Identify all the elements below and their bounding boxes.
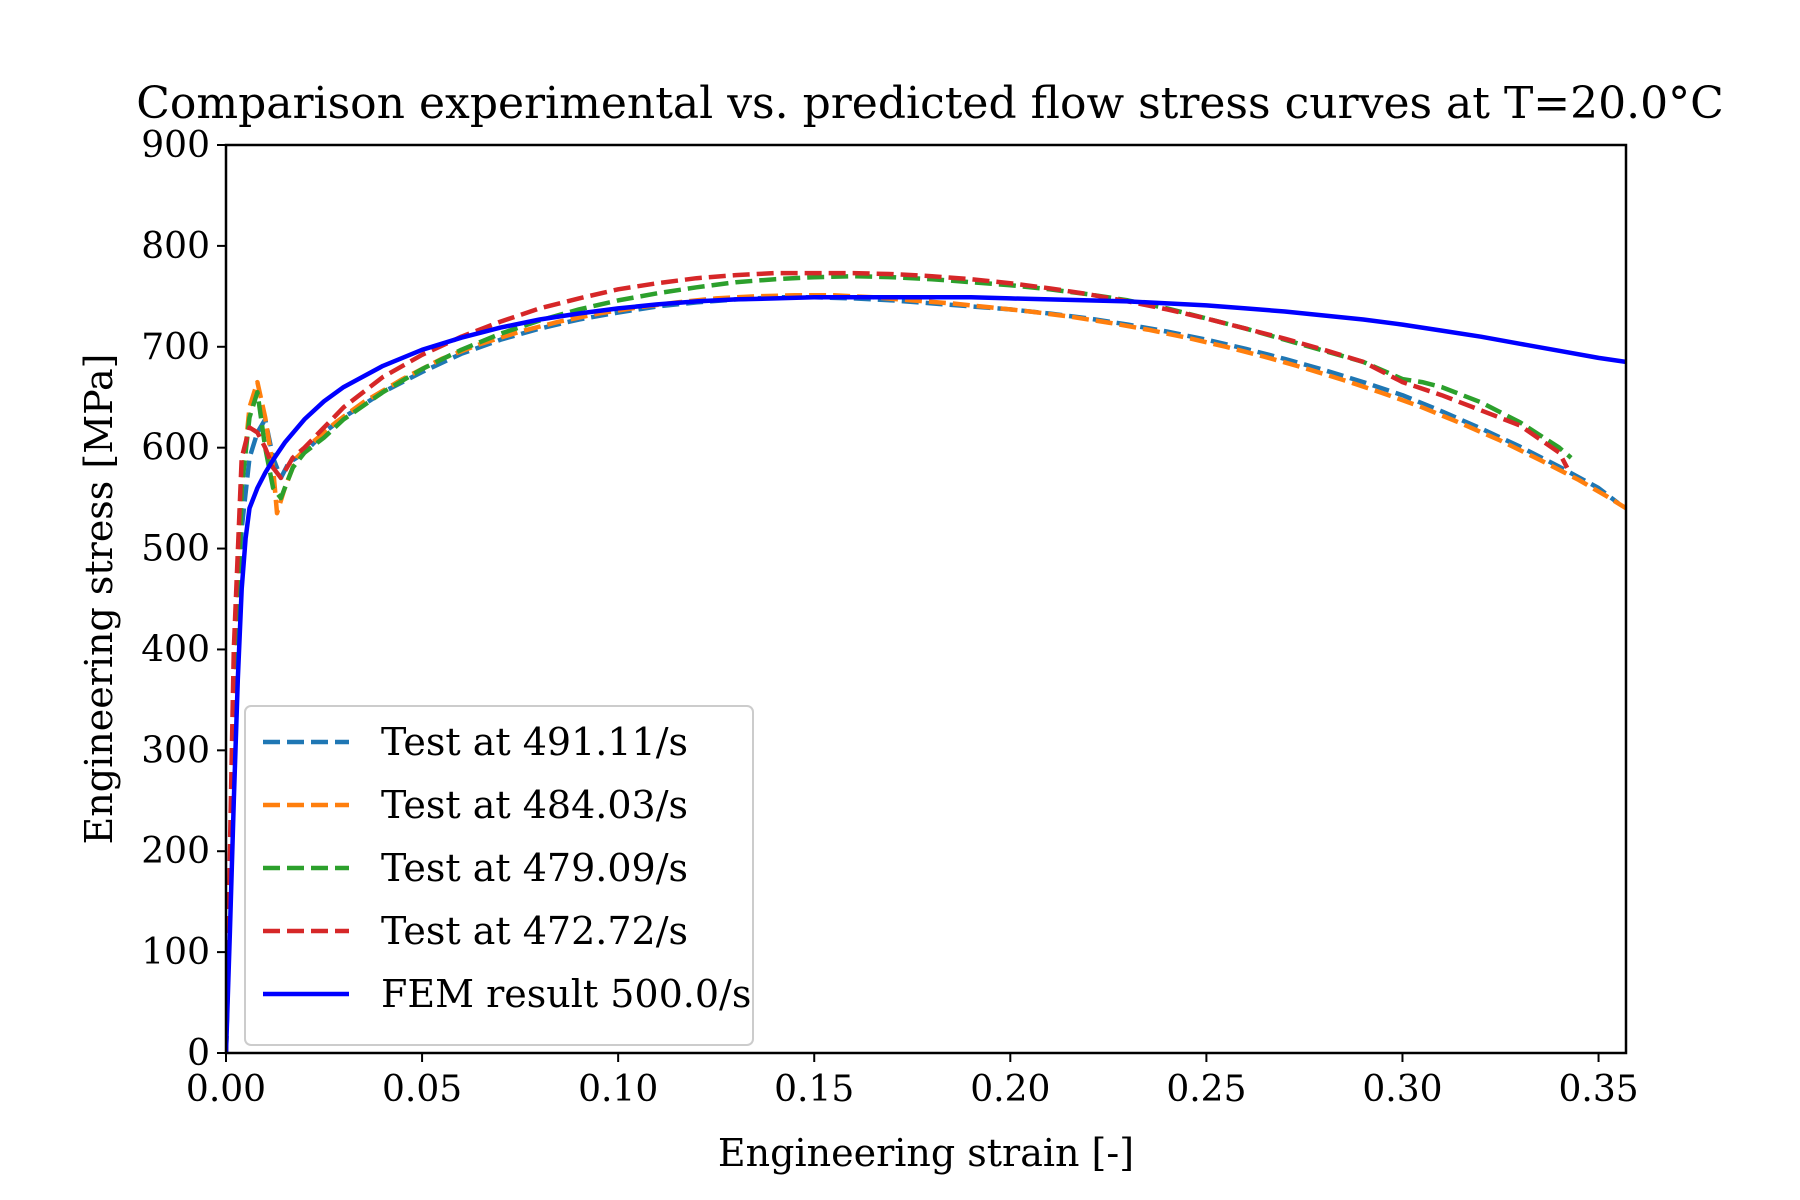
y-tick-label: 100 [141,932,210,973]
axis-ticks: 0.00 0.05 0.10 0.15 0.20 0.25 0.30 0.35 0 100 200 3… [141,125,1638,1110]
legend-label: Test at 484.03/s [381,783,688,827]
y-tick-label: 200 [141,831,210,872]
series-line-3 [226,273,1573,1053]
y-tick-label: 300 [141,730,210,771]
series-line-5 [226,295,1626,1053]
y-tick-label: 500 [141,529,210,570]
plot-area [226,270,1626,1053]
legend-label: Test at 472.72/s [381,909,688,953]
y-tick-label: 800 [141,226,210,267]
x-tick-label: 0.15 [774,1069,854,1110]
x-tick-label: 0.35 [1558,1069,1638,1110]
chart-title: Comparison experimental vs. predicted fl… [136,78,1724,129]
plot-frame [224,143,1628,1055]
y-tick-label: 400 [141,629,210,670]
series-line-2 [226,293,1626,1053]
y-tick-label: 900 [141,125,210,166]
x-tick-label: 0.30 [1362,1069,1442,1110]
y-tick-label: 600 [141,428,210,469]
legend-label: Test at 479.09/s [381,846,688,890]
y-tick-label: 0 [187,1033,210,1074]
series-line-1 [226,295,1620,1053]
legend-label: Test at 491.11/s [381,720,688,764]
legend-box [244,705,754,1046]
y-axis-label: Engineering stress [MPa] [77,354,121,845]
legend-label: FEM result 500.0/s [381,972,751,1016]
x-tick-label: 0.05 [382,1069,462,1110]
x-tick-label: 0.10 [578,1069,658,1110]
series-line-4 [226,270,1570,1053]
x-tick-label: 0.00 [186,1069,266,1110]
y-tick-label: 700 [141,327,210,368]
x-tick-label: 0.20 [970,1069,1050,1110]
x-tick-label: 0.25 [1166,1069,1246,1110]
x-axis-label: Engineering strain [-] [718,1131,1134,1175]
legend: Test at 491.11/s Test at 484.03/s Test at … [244,705,754,1046]
